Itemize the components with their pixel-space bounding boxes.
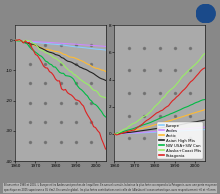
Legend: Europe, Andes, Arctic, Asian High Mts, NW USA+SW Can, Alaska+Coast Mts, Patagoni: Europe, Andes, Arctic, Asian High Mts, N… bbox=[157, 122, 203, 159]
Circle shape bbox=[196, 4, 215, 23]
Text: Bilans entre 1960 et 2005. L Europe et les Andes sont proches de l equilibre. En: Bilans entre 1960 et 2005. L Europe et l… bbox=[4, 184, 216, 192]
